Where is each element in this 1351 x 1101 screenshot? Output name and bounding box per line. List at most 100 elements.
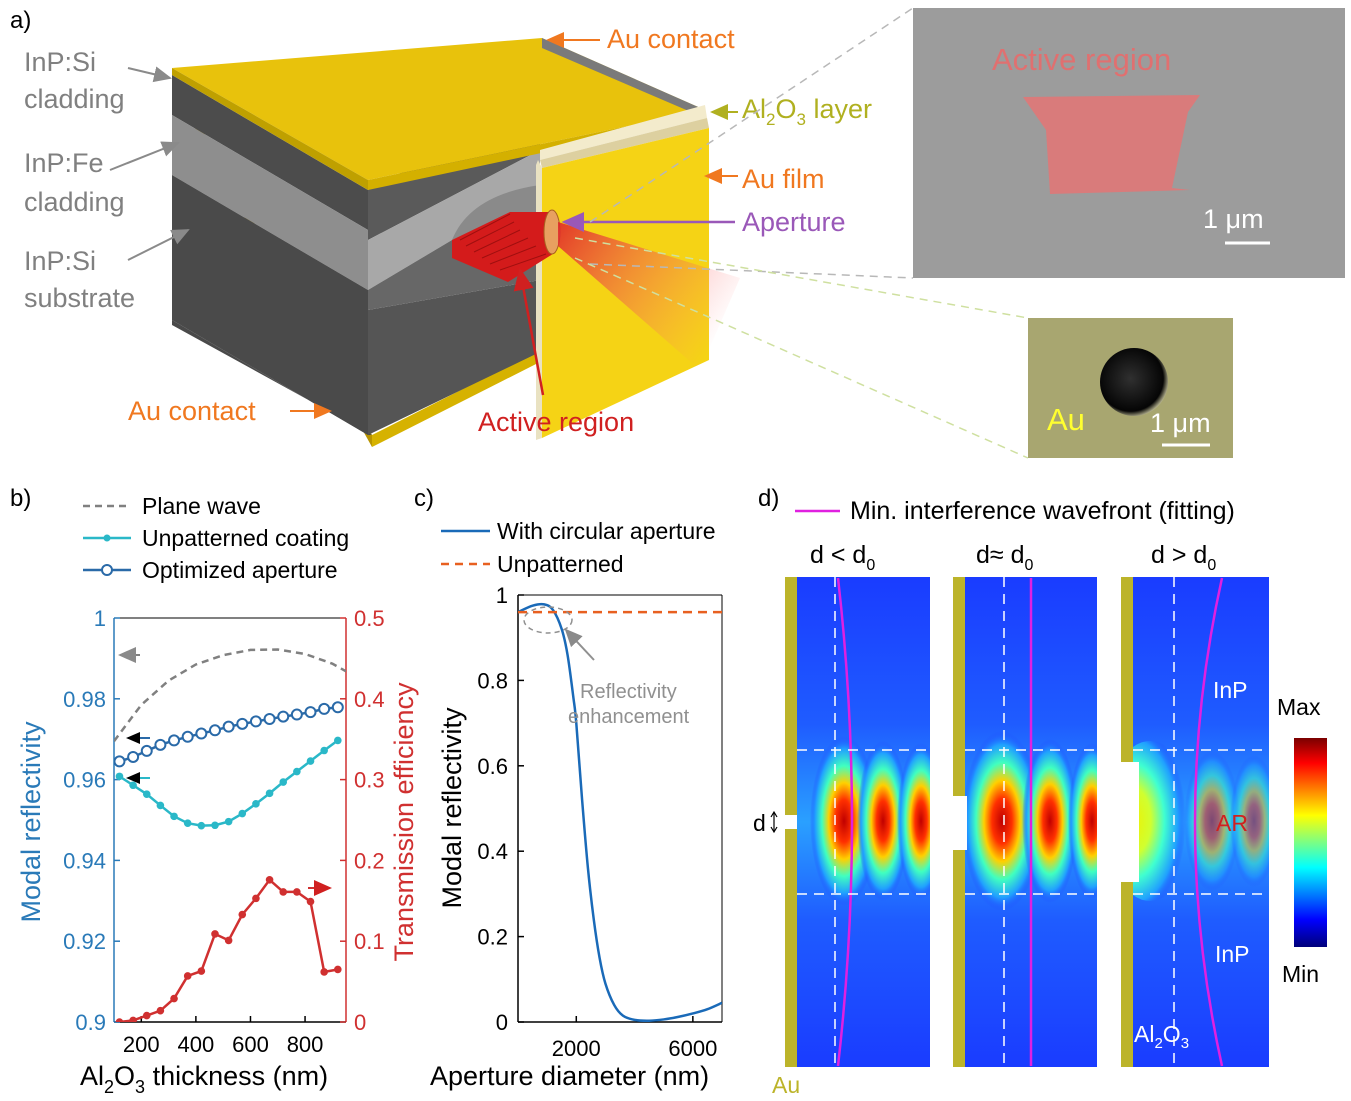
panel-b-point	[114, 755, 126, 768]
panel-b-point	[265, 789, 274, 798]
panel-b-point	[208, 724, 221, 737]
panel-b-point	[263, 713, 276, 725]
title-d-greater: d > d0	[1151, 541, 1216, 574]
device-3d	[172, 38, 740, 447]
sem-image-active-region: Active region 1 μm	[913, 8, 1345, 278]
panel-b-point	[115, 1018, 124, 1022]
annotation-reflectivity: Reflectivity	[580, 681, 677, 703]
panel-b-point	[211, 821, 219, 830]
panel-b-point	[170, 994, 178, 1003]
panel-b-point	[142, 790, 151, 798]
colorbar-max: Max	[1277, 694, 1321, 720]
panel-b-point	[222, 720, 235, 733]
panel-b-point	[224, 817, 233, 826]
panel-b-point	[279, 888, 288, 896]
panel-b-point	[224, 936, 233, 945]
panel-b-left-tick: 0.94	[63, 848, 106, 873]
panel-b-left-tick: 1	[94, 606, 106, 631]
layer-labels: InP:Si cladding InP:Fe cladding InP:Si s…	[24, 47, 135, 313]
panel-b-point	[183, 972, 192, 980]
panel-c-ticks: 0 0.2 0.4 0.6 0.8 1 2000 6000	[477, 583, 717, 1061]
panel-b-point	[115, 772, 124, 781]
panel-b-right-tick: 0.5	[354, 606, 385, 631]
label-al2o3-layer: Al2O3 layer	[742, 94, 872, 129]
label-au-contact-top: Au contact	[607, 24, 735, 54]
panel-c-ylabel: Modal reflectivity	[437, 707, 467, 909]
panel-b-right-tick: 0	[354, 1010, 366, 1035]
panel-c-x-tick: 6000	[668, 1036, 717, 1061]
panel-b-x-tick: 800	[287, 1032, 324, 1057]
panel-b-point	[293, 767, 301, 776]
panel-b-ylabel-left: Modal reflectivity	[16, 721, 46, 923]
panel-c-y-tick: 0.8	[477, 668, 508, 693]
panel-c-y-tick: 0.6	[477, 754, 508, 779]
panel-d: d) Min. interference wavefront (fitting)…	[753, 485, 1327, 1098]
panel-b-series-0	[114, 648, 346, 742]
legend-unpatterned: Unpatterned coating	[142, 525, 349, 551]
panel-b-left-tick: 0.92	[63, 929, 106, 954]
label-au-film: Au film	[742, 164, 825, 194]
panel-b-point	[331, 701, 344, 714]
panel-b-right-tick: 0.4	[354, 687, 385, 712]
sem-bottom-scale: 1 μm	[1150, 408, 1211, 438]
panel-b-point	[279, 778, 288, 786]
panel-c-y-tick: 1	[496, 583, 508, 608]
panel-b-ylabel-right: Transmission efficiency	[389, 682, 419, 962]
label-inp-si-cladding-2: cladding	[24, 84, 125, 114]
title-d-approx: d≈ d0	[976, 541, 1033, 574]
panel-b-x-tick: 200	[123, 1032, 160, 1057]
panel-c-series-aperture	[518, 602, 722, 1022]
panel-b-point	[238, 910, 247, 919]
panel-b: b) Plane wave Unpatterned coating Optimi…	[10, 485, 419, 1097]
panel-b-point	[142, 1011, 151, 1020]
panel-b-point	[140, 744, 153, 757]
sem-top-label: Active region	[992, 42, 1171, 77]
panel-b-point	[211, 930, 219, 938]
colorbar: Max Min	[1277, 694, 1327, 987]
panel-b-point	[181, 730, 194, 743]
panel-c-plot	[518, 602, 722, 1022]
panel-b-point	[277, 710, 290, 723]
panel-b-point	[265, 875, 274, 884]
field-map-1	[785, 577, 930, 1067]
sem-top-scale: 1 μm	[1203, 204, 1264, 234]
panel-b-right-tick: 0.3	[354, 768, 385, 793]
panel-d-label: d)	[758, 485, 779, 512]
panel-c-y-tick: 0	[496, 1010, 508, 1035]
panel-b-point	[249, 715, 262, 728]
panel-b-left-tick: 0.98	[63, 687, 106, 712]
panel-b-plot	[114, 648, 346, 1022]
label-inp-si-substrate-2: substrate	[24, 283, 135, 313]
field-map-2	[953, 577, 1097, 1067]
panel-b-point	[156, 801, 165, 810]
panel-b-xlabel: Al2O3 thickness (nm)	[80, 1061, 328, 1097]
panel-b-point	[168, 734, 181, 747]
label-active-region: Active region	[478, 407, 634, 437]
panel-b-point	[304, 706, 317, 719]
panel-b-left-tick: 0.9	[75, 1010, 106, 1035]
legend-unpatterned-c: Unpatterned	[497, 551, 624, 577]
panel-a: a)	[10, 7, 1345, 459]
label-aperture: Aperture	[742, 207, 846, 237]
panel-a-label: a)	[10, 7, 31, 34]
label-au-contact-bottom: Au contact	[128, 396, 256, 426]
panel-b-point	[306, 757, 315, 765]
field-map-3: InP AR InP Al2O3	[1121, 577, 1269, 1067]
label-inp-si-substrate-1: InP:Si	[24, 246, 96, 276]
panel-b-legend: Plane wave Unpatterned coating Optimized…	[83, 493, 349, 583]
legend-optimized: Optimized aperture	[142, 557, 338, 583]
panel-b-point	[129, 781, 137, 790]
panel-c: c) With circular aperture Unpatterned 00…	[414, 485, 723, 1091]
panel-b-x-tick: 600	[232, 1032, 269, 1057]
label-inp-top: InP	[1213, 677, 1248, 703]
panel-c-legend: With circular aperture Unpatterned	[441, 518, 716, 577]
label-inp-fe-cladding-2: cladding	[24, 187, 125, 217]
label-ar: AR	[1216, 810, 1248, 836]
label-al2o3-d: Al2O3	[1134, 1021, 1189, 1052]
panel-b-series-3	[119, 877, 339, 1022]
panel-b-point	[293, 888, 301, 896]
panel-b-point	[236, 717, 249, 730]
panel-b-point	[183, 819, 192, 828]
title-d-less: d < d0	[810, 541, 875, 574]
